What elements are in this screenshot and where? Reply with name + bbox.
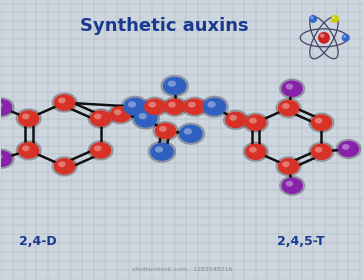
Circle shape (162, 97, 187, 116)
Circle shape (88, 141, 113, 160)
Circle shape (278, 158, 300, 175)
Circle shape (18, 110, 39, 127)
Circle shape (278, 100, 300, 116)
Circle shape (282, 103, 290, 109)
Circle shape (16, 109, 41, 128)
Circle shape (0, 98, 14, 117)
Circle shape (182, 97, 207, 116)
Circle shape (318, 32, 330, 44)
Circle shape (243, 142, 268, 161)
Circle shape (155, 146, 163, 153)
Circle shape (201, 96, 228, 117)
Circle shape (0, 154, 3, 160)
Circle shape (276, 157, 301, 176)
Circle shape (114, 109, 122, 115)
Circle shape (282, 161, 290, 167)
Circle shape (0, 150, 12, 167)
Circle shape (163, 77, 187, 95)
Circle shape (22, 145, 30, 151)
Circle shape (153, 122, 178, 141)
Circle shape (134, 109, 158, 128)
Circle shape (132, 108, 159, 129)
Circle shape (123, 98, 147, 116)
Circle shape (22, 113, 30, 119)
Circle shape (159, 126, 167, 132)
Circle shape (245, 143, 266, 160)
Circle shape (281, 80, 303, 97)
Circle shape (94, 145, 102, 151)
Circle shape (342, 34, 350, 42)
Circle shape (343, 35, 346, 38)
Circle shape (54, 158, 75, 175)
Circle shape (310, 143, 332, 160)
Circle shape (225, 112, 247, 128)
Circle shape (332, 16, 335, 19)
Circle shape (280, 176, 305, 195)
Circle shape (164, 98, 186, 115)
Circle shape (184, 98, 206, 115)
Circle shape (310, 16, 313, 19)
Circle shape (276, 99, 301, 118)
Circle shape (52, 93, 77, 112)
Circle shape (309, 113, 334, 132)
Circle shape (188, 102, 196, 108)
Circle shape (203, 98, 226, 116)
Circle shape (139, 113, 147, 120)
Circle shape (52, 157, 77, 176)
Circle shape (280, 79, 305, 98)
Circle shape (90, 110, 111, 127)
Circle shape (144, 98, 166, 115)
Circle shape (149, 102, 156, 108)
Circle shape (315, 118, 323, 123)
Circle shape (338, 141, 359, 157)
Circle shape (121, 96, 149, 117)
Circle shape (58, 98, 66, 103)
Circle shape (223, 110, 248, 129)
Circle shape (342, 144, 349, 150)
Circle shape (0, 102, 3, 108)
Circle shape (179, 125, 203, 143)
Circle shape (281, 178, 303, 194)
Circle shape (58, 161, 66, 167)
Circle shape (315, 147, 323, 153)
Circle shape (168, 80, 176, 87)
Circle shape (249, 118, 257, 123)
Circle shape (320, 34, 324, 38)
Circle shape (88, 109, 113, 128)
Circle shape (150, 143, 174, 161)
Text: shutterstock.com · 1283548216: shutterstock.com · 1283548216 (132, 267, 232, 272)
Circle shape (161, 75, 189, 97)
Circle shape (18, 142, 39, 159)
Circle shape (155, 123, 177, 139)
Circle shape (0, 149, 14, 168)
Circle shape (286, 84, 293, 90)
Circle shape (110, 106, 131, 123)
Circle shape (184, 128, 192, 135)
Circle shape (90, 142, 111, 159)
Text: 2,4-D: 2,4-D (19, 235, 56, 248)
Circle shape (245, 114, 266, 131)
Circle shape (142, 97, 167, 116)
Circle shape (331, 15, 339, 23)
Circle shape (168, 102, 176, 108)
Circle shape (128, 101, 136, 108)
Circle shape (243, 113, 268, 132)
Circle shape (0, 99, 12, 116)
Circle shape (286, 181, 293, 186)
Text: 2,4,5-T: 2,4,5-T (277, 235, 325, 248)
Circle shape (309, 15, 317, 23)
Circle shape (309, 142, 334, 161)
Circle shape (108, 105, 133, 124)
Circle shape (249, 147, 257, 153)
Circle shape (207, 101, 216, 108)
Circle shape (229, 115, 237, 121)
Text: Synthetic auxins: Synthetic auxins (80, 17, 248, 35)
Circle shape (16, 141, 41, 160)
Circle shape (148, 141, 176, 162)
Circle shape (336, 139, 361, 158)
Circle shape (54, 94, 75, 111)
Circle shape (310, 114, 332, 131)
Circle shape (177, 123, 205, 144)
Circle shape (94, 113, 102, 119)
